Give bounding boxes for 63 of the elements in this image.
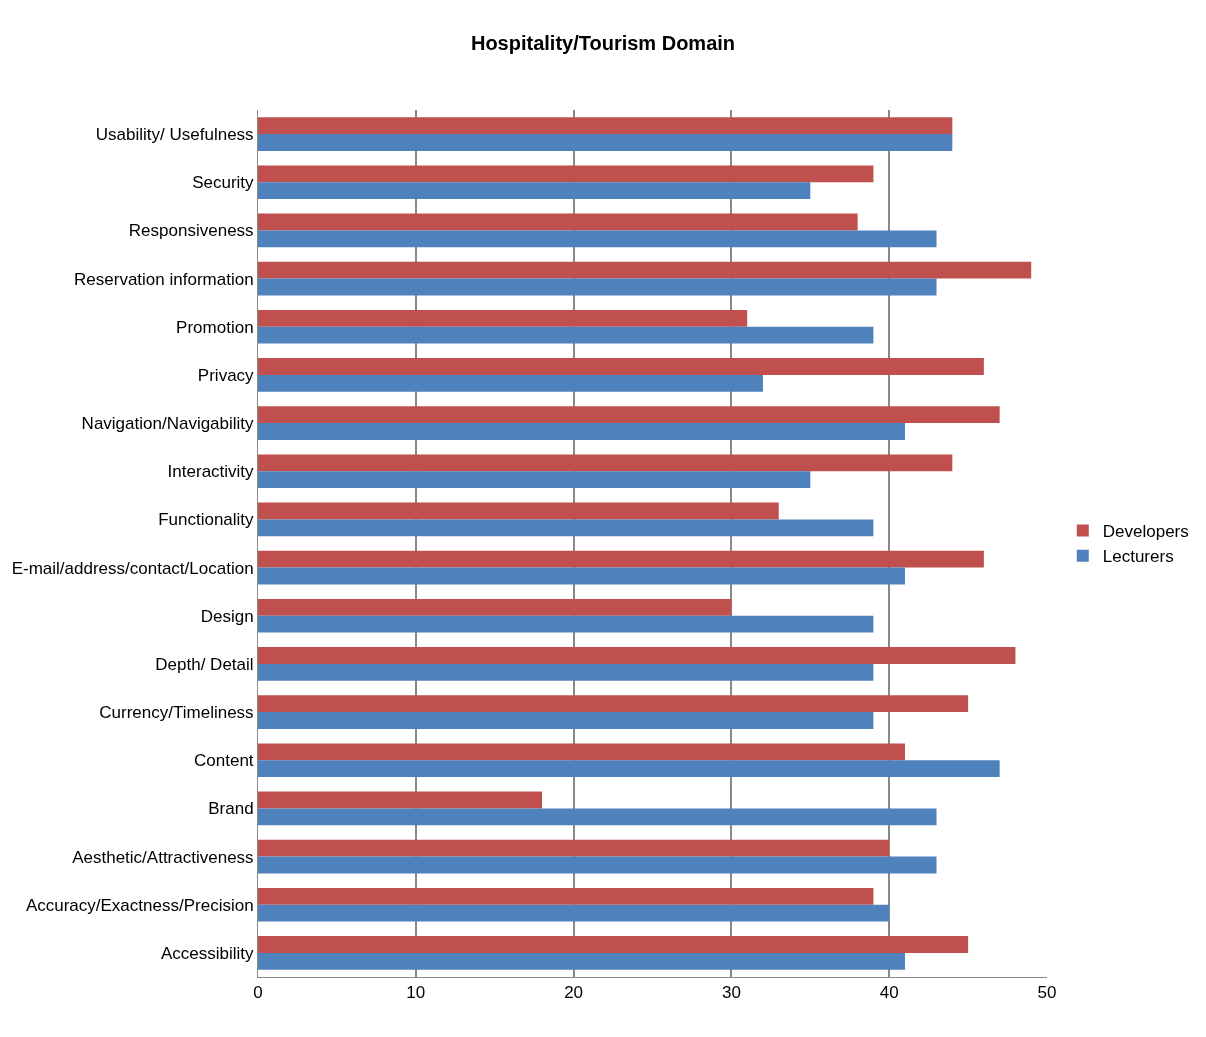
y-tick-label: Responsiveness — [128, 221, 254, 241]
bar — [258, 406, 1000, 424]
bar — [258, 374, 763, 392]
y-tick-label: Brand — [208, 799, 254, 819]
bar — [258, 165, 874, 183]
bar — [258, 261, 1032, 279]
y-tick-label: Design — [200, 606, 254, 626]
bar — [258, 904, 890, 922]
bar — [258, 550, 984, 568]
bar — [258, 887, 874, 905]
x-tick-label: 10 — [406, 983, 426, 1003]
bar — [258, 134, 953, 151]
bar — [258, 454, 953, 472]
bar — [258, 663, 874, 681]
bar — [258, 567, 905, 585]
y-tick-label: E-mail/address/contact/Location — [11, 558, 254, 578]
bar — [258, 309, 748, 327]
bar — [258, 856, 937, 874]
y-tick-label: Currency/Timeliness — [99, 703, 254, 723]
bar — [258, 519, 874, 537]
bar — [258, 230, 937, 248]
y-tick-label: Aesthetic/Attractiveness — [72, 847, 254, 867]
bar — [258, 423, 905, 440]
bar — [258, 326, 874, 344]
bar — [258, 278, 937, 296]
legend-label: Lecturers — [1102, 547, 1174, 567]
y-tick-label: Privacy — [197, 365, 255, 385]
bar — [258, 598, 732, 616]
bar — [258, 615, 874, 633]
bar — [258, 952, 905, 970]
bar — [258, 808, 937, 826]
y-tick-label: Security — [192, 173, 255, 193]
chart-title: Hospitality/Tourism Domain — [470, 32, 736, 55]
y-tick-label: Content — [194, 751, 254, 771]
y-tick-label: Navigation/Navigability — [81, 414, 255, 434]
bar — [258, 117, 953, 135]
bar — [258, 213, 858, 231]
bar — [258, 791, 543, 809]
x-tick-label: 40 — [879, 983, 899, 1003]
y-tick-label: Reservation information — [74, 269, 254, 289]
bar — [258, 712, 874, 729]
bar — [258, 695, 969, 713]
bar — [258, 839, 890, 857]
bar — [258, 182, 811, 200]
bar — [258, 502, 779, 520]
bar — [258, 647, 1016, 664]
y-tick-label: Functionality — [158, 510, 255, 530]
x-tick-label: 20 — [564, 983, 584, 1003]
x-tick-label: 0 — [253, 983, 263, 1003]
bar — [258, 936, 969, 953]
x-tick-label: 50 — [1037, 983, 1057, 1003]
bar — [258, 358, 984, 375]
bar — [258, 760, 1000, 778]
y-tick-label: Accessibility — [161, 943, 255, 963]
y-tick-label: Accuracy/Exactness/Precision — [25, 895, 254, 915]
y-tick-label: Promotion — [176, 317, 254, 337]
bar — [258, 743, 905, 761]
y-tick-label: Interactivity — [167, 462, 255, 482]
legend-label: Developers — [1102, 522, 1189, 542]
x-tick-label: 30 — [721, 983, 741, 1003]
y-tick-label: Usability/ Usefulness — [95, 125, 254, 145]
y-tick-label: Depth/ Detail — [155, 654, 254, 674]
bar — [258, 471, 811, 489]
